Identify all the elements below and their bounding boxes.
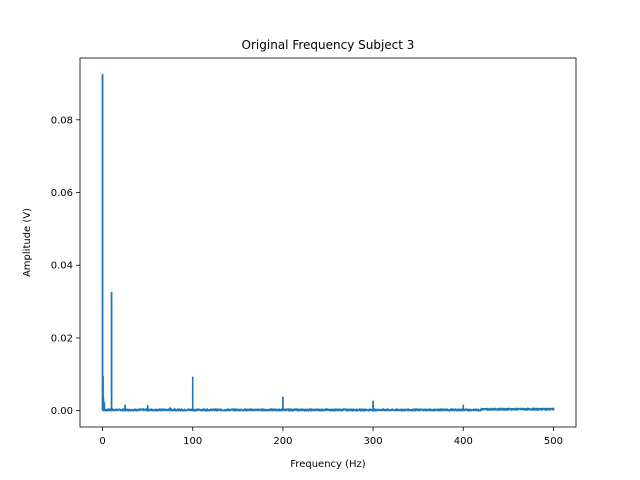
x-tick-label: 300 <box>364 436 383 447</box>
y-tick-label: 0.02 <box>51 333 73 344</box>
y-tick-label: 0.00 <box>51 406 73 417</box>
y-axis-ticks: 0.00 0.02 0.04 0.06 0.08 <box>51 115 80 417</box>
chart-title: Original Frequency Subject 3 <box>242 38 415 52</box>
x-tick-label: 0 <box>99 436 105 447</box>
series-group <box>101 73 555 412</box>
axes-frame <box>79 57 577 428</box>
y-tick-label: 0.08 <box>51 115 73 126</box>
x-tick-label: 500 <box>544 436 563 447</box>
x-tick-label: 100 <box>183 436 202 447</box>
x-tick-label: 200 <box>273 436 292 447</box>
x-axis-ticks: 0 100 200 300 400 500 <box>99 427 563 447</box>
x-tick-label: 400 <box>454 436 473 447</box>
y-tick-label: 0.06 <box>51 188 73 199</box>
y-axis-label: Amplitude (V) <box>22 208 33 277</box>
y-tick-label: 0.04 <box>51 261 73 272</box>
x-axis-label: Frequency (Hz) <box>290 459 366 470</box>
